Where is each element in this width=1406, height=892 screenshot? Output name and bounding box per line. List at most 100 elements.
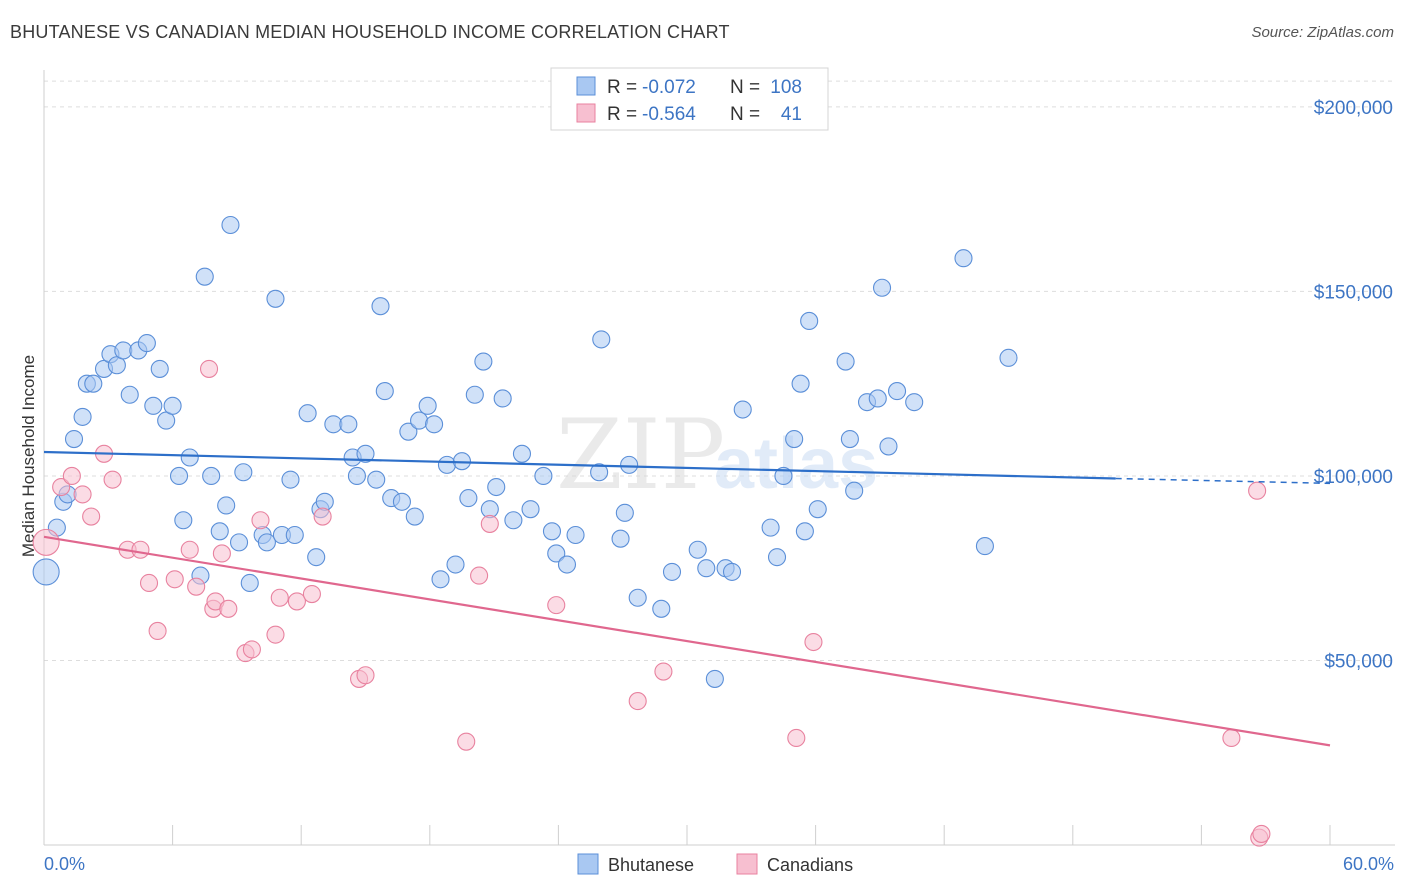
bottom-legend-swatch-canadians xyxy=(736,853,758,875)
canadians-point-40 xyxy=(1252,824,1271,843)
bhutanese-point-79 xyxy=(628,588,647,607)
y-tick-label-0: $50,000 xyxy=(1324,651,1393,672)
canadians-point-29 xyxy=(457,732,476,751)
legend-n-label-2: N = xyxy=(730,104,760,125)
bhutanese-point-95 xyxy=(808,500,827,519)
legend-n-value-1: 108 xyxy=(770,77,802,98)
canadians-point-20 xyxy=(242,640,261,659)
legend-swatch-bhutanese xyxy=(576,76,596,96)
canadians-point-4 xyxy=(82,507,101,526)
bhutanese-point-83 xyxy=(697,559,716,578)
bhutanese-point-65 xyxy=(493,389,512,408)
legend-r-label-2: R = xyxy=(607,104,637,125)
canadians-point-14 xyxy=(199,359,219,378)
x-tick-label-right: 60.0% xyxy=(1343,854,1394,874)
chart-title: BHUTANESE VS CANADIAN MEDIAN HOUSEHOLD I… xyxy=(10,22,730,42)
bhutanese-point-77 xyxy=(615,503,634,522)
canadians-point-23 xyxy=(270,588,289,607)
bhutanese-point-62 xyxy=(474,352,493,371)
bhutanese-point-23 xyxy=(195,267,214,286)
canadians-point-37 xyxy=(1222,728,1241,748)
bhutanese-point-27 xyxy=(221,215,240,235)
bhutanese-point-11 xyxy=(114,341,133,360)
bhutanese-point-29 xyxy=(234,463,253,482)
canadians-point-28 xyxy=(356,666,375,685)
bhutanese-point-16 xyxy=(150,359,169,378)
y-tick-label-1: $100,000 xyxy=(1314,467,1393,488)
bhutanese-point-94 xyxy=(800,311,819,331)
legend-n-label-1: N = xyxy=(730,77,760,98)
canadians-point-31 xyxy=(480,514,499,533)
legend-box: R = -0.072 N = 108 R = -0.564 N = 41 xyxy=(550,67,829,131)
legend-r-label-1: R = xyxy=(607,77,637,98)
bhutanese-point-93 xyxy=(795,522,814,541)
legend-r-value-1: -0.072 xyxy=(642,77,696,98)
bhutanese-point-92 xyxy=(791,374,810,393)
bhutanese-point-5 xyxy=(73,407,92,426)
bhutanese-point-103 xyxy=(887,382,907,401)
bhutanese-point-36 xyxy=(285,525,304,545)
bhutanese-point-69 xyxy=(534,466,553,486)
bhutanese-point-105 xyxy=(954,249,973,268)
bhutanese-point-46 xyxy=(367,470,386,489)
bhutanese-point-64 xyxy=(487,477,506,497)
bottom-legend-bhutanese: Bhutanese xyxy=(608,855,694,875)
bhutanese-point-68 xyxy=(521,500,540,519)
bhutanese-point-70 xyxy=(542,522,562,541)
bhutanese-point-106 xyxy=(975,537,994,556)
canadians-point-24 xyxy=(287,592,306,611)
bhutanese-point-44 xyxy=(347,466,366,486)
bhutanese-point-41 xyxy=(324,415,343,434)
bhutanese-point-7 xyxy=(84,374,103,393)
x-axis-ticks xyxy=(43,825,1331,845)
bhutanese-point-78 xyxy=(620,455,639,474)
bhutanese-points xyxy=(32,215,1018,688)
bhutanese-point-19 xyxy=(169,466,189,486)
bhutanese-point-35 xyxy=(281,470,300,489)
canadians-point-1 xyxy=(52,477,71,497)
canadians-point-38 xyxy=(1248,481,1267,500)
bhutanese-point-47 xyxy=(371,297,390,316)
canadians-point-12 xyxy=(180,540,199,559)
bhutanese-point-28 xyxy=(229,533,249,552)
chart-source: Source: ZipAtlas.com xyxy=(1251,24,1394,41)
bhutanese-point-104 xyxy=(905,393,924,412)
bhutanese-point-71 xyxy=(547,544,566,563)
canadians-point-21 xyxy=(251,511,270,530)
bhutanese-point-30 xyxy=(240,573,259,593)
canadians-point-8 xyxy=(131,540,150,559)
bhutanese-point-91 xyxy=(785,429,804,449)
bhutanese-point-45 xyxy=(356,444,375,463)
bhutanese-point-58 xyxy=(446,555,465,574)
canadians-point-10 xyxy=(148,621,167,641)
bhutanese-point-42 xyxy=(339,415,358,434)
bhutanese-trend-extension xyxy=(1115,477,1331,485)
bhutanese-point-4 xyxy=(64,429,84,449)
y-tick-labels: $50,000 $100,000 $150,000 $200,000 xyxy=(1314,98,1393,673)
bhutanese-point-52 xyxy=(405,507,424,526)
canadians-points xyxy=(32,359,1271,847)
bhutanese-point-15 xyxy=(144,396,163,415)
legend-swatch-canadians xyxy=(576,103,596,123)
bhutanese-point-18 xyxy=(163,396,182,415)
bhutanese-point-98 xyxy=(845,481,864,500)
y-tick-label-3: $200,000 xyxy=(1314,98,1393,119)
bhutanese-point-48 xyxy=(375,382,394,401)
canadians-point-6 xyxy=(103,470,122,489)
bhutanese-point-38 xyxy=(307,548,326,567)
bhutanese-point-26 xyxy=(217,496,236,515)
bhutanese-point-96 xyxy=(836,352,855,371)
bhutanese-point-32 xyxy=(257,533,276,552)
trend-lines xyxy=(43,450,1331,747)
bhutanese-point-0 xyxy=(32,558,60,586)
canadians-point-11 xyxy=(165,570,184,589)
canadians-point-22 xyxy=(266,625,285,644)
y-axis-label: Median Household Income xyxy=(19,355,38,557)
canadians-point-9 xyxy=(139,573,159,593)
watermark-zip: ZIP xyxy=(556,399,725,511)
bhutanese-point-107 xyxy=(999,348,1018,367)
bhutanese-trend-line xyxy=(43,450,1116,480)
bhutanese-point-76 xyxy=(611,529,630,548)
y-tick-label-2: $150,000 xyxy=(1314,282,1393,303)
